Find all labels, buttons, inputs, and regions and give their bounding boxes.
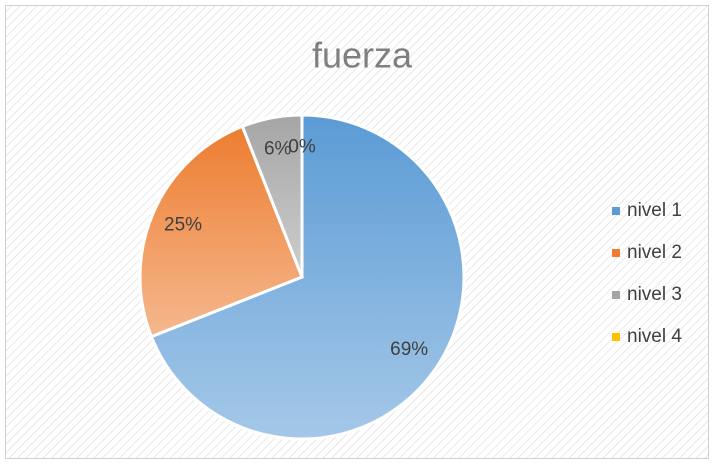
pie-slice xyxy=(138,124,304,339)
pie-slice xyxy=(149,113,466,441)
data-label: 6% xyxy=(264,139,292,160)
legend-label: nivel 3 xyxy=(627,284,682,305)
legend-swatch xyxy=(612,291,620,299)
legend-swatch xyxy=(612,249,620,257)
legend-swatch xyxy=(612,207,620,215)
legend-label: nivel 2 xyxy=(627,242,682,263)
legend-label: nivel 4 xyxy=(627,326,682,347)
legend-label: nivel 1 xyxy=(627,200,682,221)
data-label: 25% xyxy=(164,215,202,236)
data-label: 0% xyxy=(288,136,316,157)
legend-swatch xyxy=(612,333,620,341)
chart-title: fuerza xyxy=(312,35,413,76)
data-label: 69% xyxy=(390,339,428,360)
